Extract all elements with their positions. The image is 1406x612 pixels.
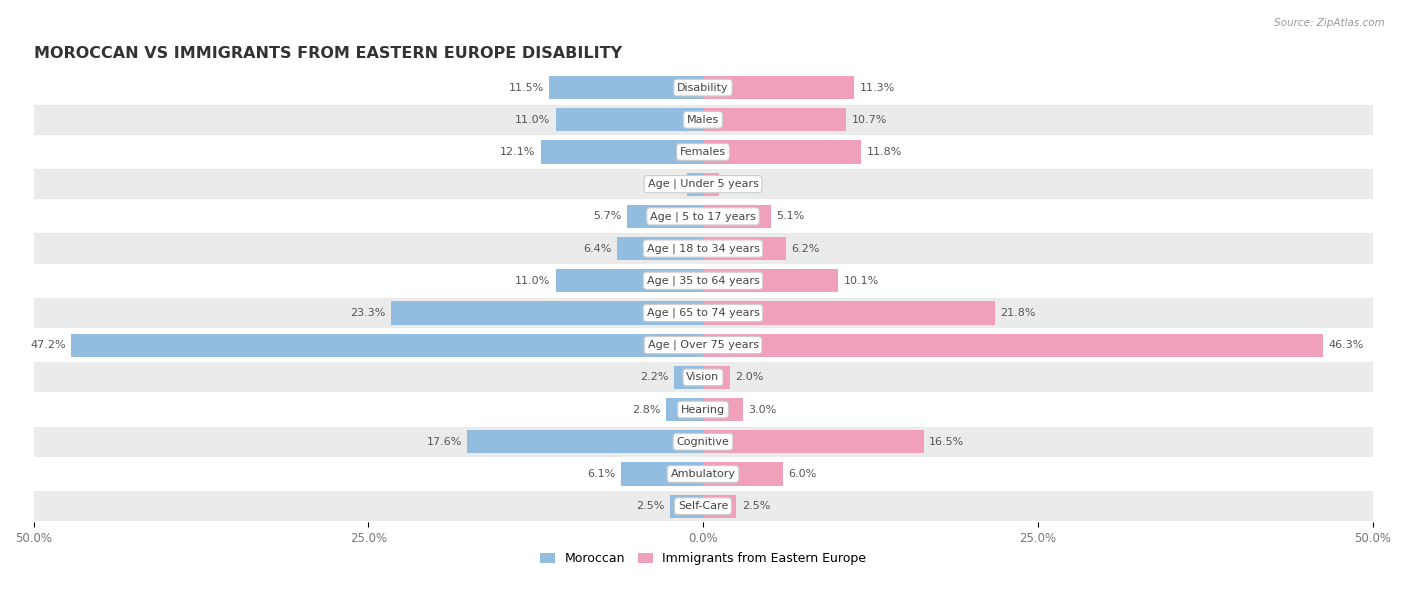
Bar (34, 297, 1372, 329)
Bar (34, 329, 1372, 361)
Bar (688, 173, 703, 196)
Bar (703, 494, 737, 518)
Bar (703, 366, 730, 389)
Bar (391, 301, 703, 324)
Bar (34, 425, 1372, 458)
Text: 1.2%: 1.2% (654, 179, 682, 189)
Text: Age | 65 to 74 years: Age | 65 to 74 years (647, 308, 759, 318)
Text: 11.3%: 11.3% (859, 83, 894, 92)
Text: Self-Care: Self-Care (678, 501, 728, 511)
Text: Ambulatory: Ambulatory (671, 469, 735, 479)
Bar (703, 237, 786, 260)
Bar (669, 494, 703, 518)
Text: Age | 5 to 17 years: Age | 5 to 17 years (650, 211, 756, 222)
Text: 23.3%: 23.3% (350, 308, 385, 318)
Text: Age | 35 to 64 years: Age | 35 to 64 years (647, 275, 759, 286)
Text: 2.0%: 2.0% (735, 372, 763, 382)
Text: 6.4%: 6.4% (583, 244, 612, 253)
Text: 17.6%: 17.6% (426, 437, 463, 447)
Text: Source: ZipAtlas.com: Source: ZipAtlas.com (1274, 18, 1385, 28)
Text: Males: Males (688, 115, 718, 125)
Text: 10.7%: 10.7% (852, 115, 887, 125)
Text: 11.0%: 11.0% (515, 115, 550, 125)
Bar (673, 366, 703, 389)
Bar (70, 334, 703, 357)
Text: Age | Under 5 years: Age | Under 5 years (648, 179, 758, 190)
Text: 5.1%: 5.1% (776, 211, 804, 222)
Bar (555, 108, 703, 132)
Bar (665, 398, 703, 421)
Text: Cognitive: Cognitive (676, 437, 730, 447)
Bar (703, 462, 783, 485)
Bar (34, 361, 1372, 394)
Bar (34, 458, 1372, 490)
Text: 3.0%: 3.0% (748, 405, 776, 414)
Bar (34, 394, 1372, 425)
Text: 2.5%: 2.5% (636, 501, 664, 511)
Text: 47.2%: 47.2% (30, 340, 66, 350)
Text: 1.2%: 1.2% (724, 179, 752, 189)
Bar (541, 140, 703, 163)
Text: Females: Females (681, 147, 725, 157)
Bar (703, 76, 855, 99)
Text: 2.8%: 2.8% (631, 405, 661, 414)
Bar (34, 264, 1372, 297)
Bar (34, 136, 1372, 168)
Bar (34, 200, 1372, 233)
Bar (34, 103, 1372, 136)
Text: 11.5%: 11.5% (509, 83, 544, 92)
Bar (703, 398, 744, 421)
Text: Age | Over 75 years: Age | Over 75 years (648, 340, 758, 351)
Text: 6.0%: 6.0% (789, 469, 817, 479)
Text: 12.1%: 12.1% (501, 147, 536, 157)
Text: 6.2%: 6.2% (792, 244, 820, 253)
Text: 5.7%: 5.7% (593, 211, 621, 222)
Text: 2.5%: 2.5% (742, 501, 770, 511)
Bar (703, 301, 995, 324)
Bar (621, 462, 703, 485)
Text: Hearing: Hearing (681, 405, 725, 414)
Bar (34, 233, 1372, 264)
Text: 2.2%: 2.2% (640, 372, 668, 382)
Text: Disability: Disability (678, 83, 728, 92)
Bar (703, 108, 846, 132)
Text: MOROCCAN VS IMMIGRANTS FROM EASTERN EUROPE DISABILITY: MOROCCAN VS IMMIGRANTS FROM EASTERN EURO… (34, 46, 621, 61)
Text: 11.0%: 11.0% (515, 276, 550, 286)
Bar (703, 430, 924, 453)
Bar (703, 269, 838, 293)
Bar (703, 205, 772, 228)
Bar (627, 205, 703, 228)
Text: 6.1%: 6.1% (588, 469, 616, 479)
Bar (703, 334, 1323, 357)
Legend: Moroccan, Immigrants from Eastern Europe: Moroccan, Immigrants from Eastern Europe (534, 547, 872, 570)
Bar (703, 140, 860, 163)
Bar (548, 76, 703, 99)
Bar (703, 173, 718, 196)
Text: 11.8%: 11.8% (866, 147, 901, 157)
Bar (34, 72, 1372, 103)
Text: 46.3%: 46.3% (1329, 340, 1364, 350)
Bar (467, 430, 703, 453)
Bar (555, 269, 703, 293)
Text: Age | 18 to 34 years: Age | 18 to 34 years (647, 244, 759, 254)
Text: 21.8%: 21.8% (1000, 308, 1036, 318)
Text: 16.5%: 16.5% (929, 437, 965, 447)
Bar (34, 168, 1372, 200)
Text: 10.1%: 10.1% (844, 276, 879, 286)
Text: Vision: Vision (686, 372, 720, 382)
Bar (34, 490, 1372, 522)
Bar (617, 237, 703, 260)
